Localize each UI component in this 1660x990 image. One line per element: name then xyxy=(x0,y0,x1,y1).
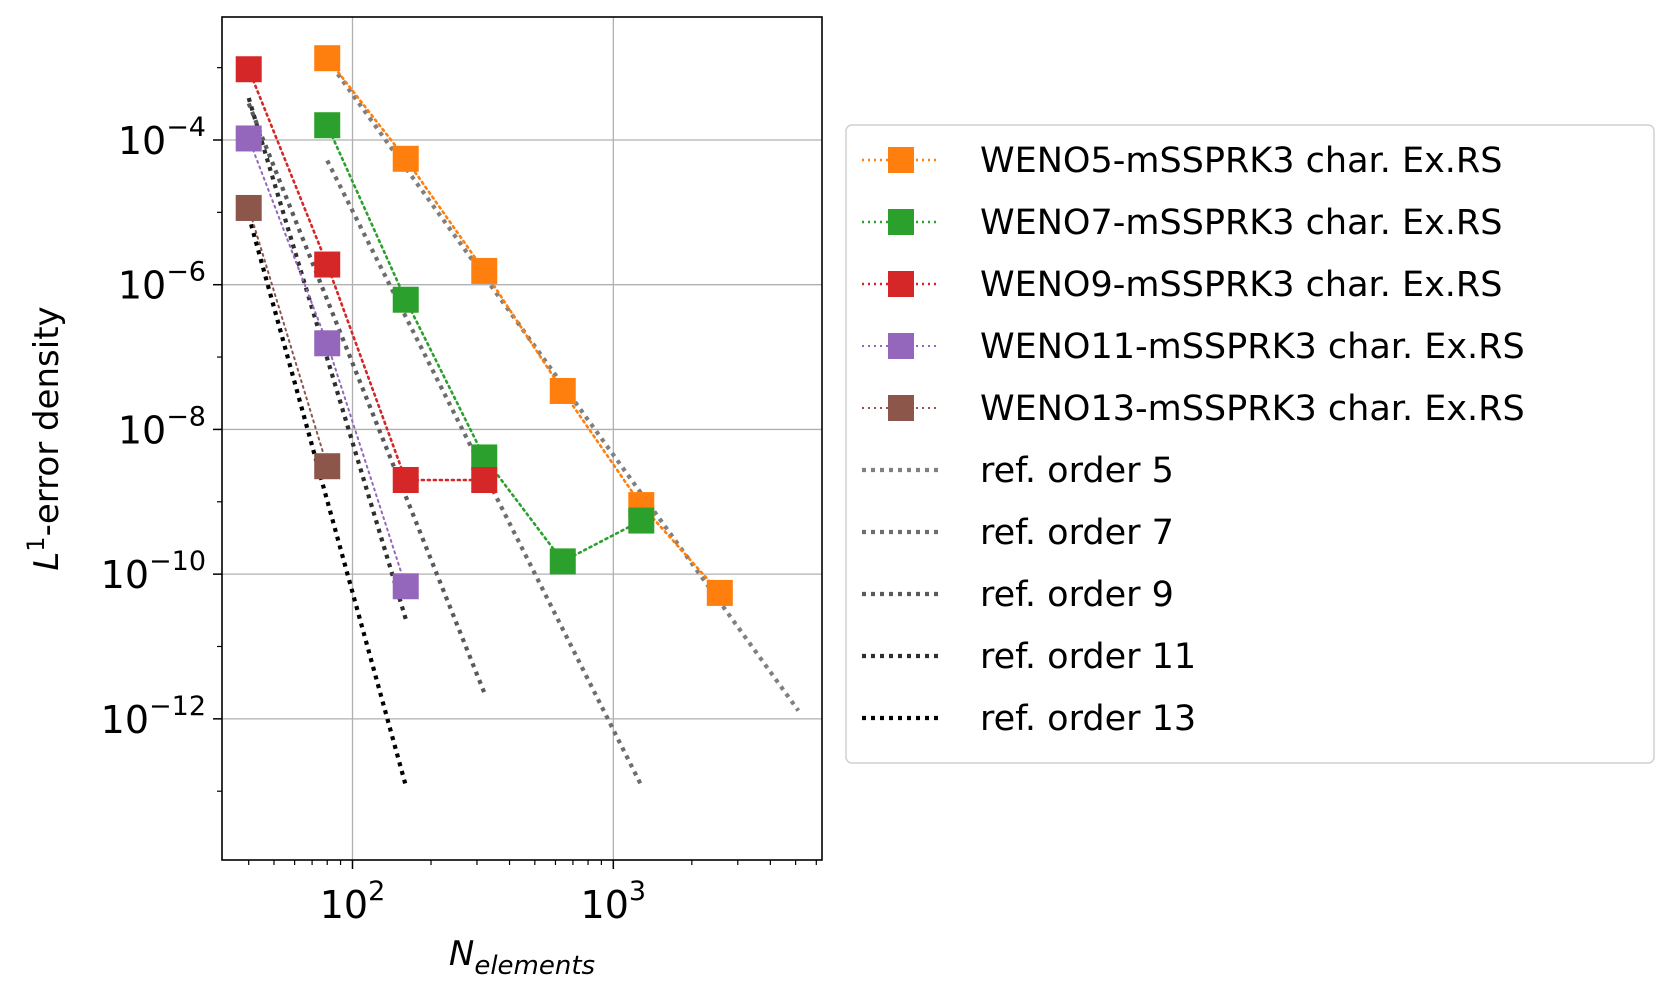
y-tick-label-exp: −10 xyxy=(149,546,206,577)
legend-marker xyxy=(888,147,914,173)
legend-entry: WENO11-mSSPRK3 char. Ex.RS xyxy=(862,327,1525,367)
y-tick-label: 10−4 xyxy=(118,112,206,163)
legend-entry: ref. order 13 xyxy=(862,699,1196,739)
y-tick-label-exp: −12 xyxy=(149,691,206,722)
y-tick-label-base: 10 xyxy=(101,553,149,597)
legend-label: WENO13-mSSPRK3 char. Ex.RS xyxy=(980,389,1525,429)
series-2-marker xyxy=(628,507,655,534)
series-3-marker xyxy=(392,466,419,493)
y-tick-label: 10−6 xyxy=(118,257,206,308)
y-tick-label-exp: −8 xyxy=(166,401,206,432)
legend-label: ref. order 5 xyxy=(980,451,1174,491)
series-line-3 xyxy=(247,67,486,482)
x-axis-label: Nelements xyxy=(449,934,595,981)
x-axis-label-base: N xyxy=(449,934,474,974)
legend-entry: WENO13-mSSPRK3 char. Ex.RS xyxy=(862,389,1525,429)
legend-label: WENO9-mSSPRK3 char. Ex.RS xyxy=(980,265,1502,305)
legend-frame xyxy=(845,124,1655,764)
series-3-marker xyxy=(471,466,498,493)
legend-entry: WENO5-mSSPRK3 char. Ex.RS xyxy=(862,141,1502,181)
legend-marker xyxy=(888,209,914,235)
legend-entry: ref. order 9 xyxy=(862,575,1174,615)
reference-line-order-11 xyxy=(246,97,408,620)
legend-label: WENO11-mSSPRK3 char. Ex.RS xyxy=(980,327,1525,367)
series-1-marker xyxy=(471,257,498,284)
series-3-marker xyxy=(235,56,262,83)
y-tick-label-base: 10 xyxy=(118,408,166,452)
legend-marker xyxy=(888,395,914,421)
y-tick-label: 10−8 xyxy=(118,401,206,452)
y-axis-label: L1-error density xyxy=(22,306,67,570)
x-tick-label-base: 10 xyxy=(581,883,629,927)
series-4-marker xyxy=(235,125,262,152)
series-2-marker xyxy=(549,548,576,575)
y-tick-label-base: 10 xyxy=(118,119,166,163)
y-tick-label-base: 10 xyxy=(118,264,166,308)
axis-ticks xyxy=(213,67,817,869)
legend-entry: WENO9-mSSPRK3 char. Ex.RS xyxy=(862,265,1502,305)
x-tick-label-exp: 2 xyxy=(368,876,385,907)
legend-label: ref. order 13 xyxy=(980,699,1196,739)
series-3-marker xyxy=(314,251,341,278)
series-4-marker xyxy=(392,573,419,600)
legend-label: ref. order 7 xyxy=(980,513,1174,553)
series-2-marker xyxy=(392,286,419,313)
series-2-marker xyxy=(314,112,341,139)
x-tick-label-exp: 3 xyxy=(629,876,646,907)
y-tick-label-exp: −6 xyxy=(166,257,206,288)
grid xyxy=(222,17,822,860)
legend-entry: WENO7-mSSPRK3 char. Ex.RS xyxy=(862,203,1502,243)
series-2-marker xyxy=(471,444,498,471)
x-tick-label: 102 xyxy=(320,876,386,927)
x-tick-label: 103 xyxy=(581,876,647,927)
y-tick-label: 10−10 xyxy=(101,546,206,597)
series-5-marker xyxy=(235,194,262,221)
legend-marker xyxy=(888,271,914,297)
legend-entry: ref. order 7 xyxy=(862,513,1174,553)
x-tick-label-base: 10 xyxy=(320,883,368,927)
series-1-marker xyxy=(549,377,576,404)
series-5-marker xyxy=(314,453,341,480)
legend: WENO5-mSSPRK3 char. Ex.RS WENO7-mSSPRK3 c… xyxy=(845,124,1655,764)
legend-label: ref. order 11 xyxy=(980,637,1196,677)
series-markers xyxy=(235,45,733,606)
series-line-1 xyxy=(325,56,722,595)
legend-entries: WENO5-mSSPRK3 char. Ex.RS WENO7-mSSPRK3 c… xyxy=(862,141,1525,739)
series-line-5 xyxy=(247,207,329,468)
y-tick-label-exp: −4 xyxy=(166,112,206,143)
y-axis-label-base: L xyxy=(27,552,67,571)
series-1-marker xyxy=(392,145,419,172)
y-axis-label-rest: -error density xyxy=(27,306,67,536)
series-1-marker xyxy=(706,579,733,606)
plot-frame xyxy=(221,16,823,861)
legend-label: WENO7-mSSPRK3 char. Ex.RS xyxy=(980,203,1502,243)
x-axis-label-sub: elements xyxy=(474,951,595,981)
series-line-4 xyxy=(247,137,407,588)
legend-marker xyxy=(888,333,914,359)
y-axis-label-sup: 1 xyxy=(22,536,50,551)
legend-label: ref. order 9 xyxy=(980,575,1174,615)
y-tick-label: 10−12 xyxy=(101,691,206,742)
y-tick-label-base: 10 xyxy=(101,698,149,742)
reference-line-order-9 xyxy=(246,102,487,694)
legend-entry: ref. order 5 xyxy=(862,451,1174,491)
legend-entry: ref. order 11 xyxy=(862,637,1196,677)
series-1-marker xyxy=(314,45,341,72)
legend-label: WENO5-mSSPRK3 char. Ex.RS xyxy=(980,141,1502,181)
series-4-marker xyxy=(314,330,341,357)
